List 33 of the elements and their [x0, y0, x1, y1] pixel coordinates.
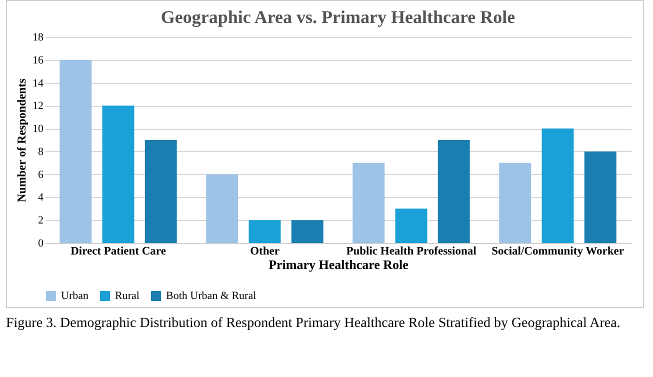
bar	[206, 174, 238, 243]
bar	[542, 128, 574, 243]
y-axis-title: Number of Respondents	[14, 78, 28, 202]
legend-label: Urban	[61, 290, 89, 302]
y-tick-label: 16	[32, 54, 44, 66]
x-tick-label: Direct Patient Care	[70, 246, 166, 258]
y-tick-label: 18	[32, 32, 44, 44]
x-tick-label: Public Health Professional	[346, 246, 476, 258]
y-tick-label: 14	[32, 77, 44, 90]
bar	[291, 220, 324, 243]
legend-label: Both Urban & Rural	[166, 290, 256, 302]
x-tick-label: Other	[250, 246, 280, 258]
legend-label: Rural	[115, 290, 140, 302]
y-tick-label: 10	[32, 123, 44, 136]
y-tick-label: 8	[38, 146, 44, 158]
y-tick-label: 12	[32, 100, 44, 112]
chart-title: Geographic Area vs. Primary Healthcare Role	[160, 7, 516, 27]
bar	[499, 162, 532, 243]
x-tick-label: Social/Community Worker	[492, 246, 624, 258]
y-tick-label: 6	[38, 168, 44, 181]
bar	[352, 162, 385, 243]
bar	[248, 220, 281, 243]
bar	[438, 140, 470, 243]
x-axis-title: Primary Healthcare Role	[268, 257, 409, 272]
bar	[584, 151, 616, 243]
y-tick-label: 4	[38, 192, 44, 204]
y-tick-label: 0	[38, 238, 44, 250]
bar	[144, 140, 177, 243]
caption: Figure 3. Demographic Distribution of Respondent Primary Healthcare Role Stratified by Geographical Area.	[6, 316, 622, 333]
bar	[60, 60, 92, 243]
bar	[395, 208, 428, 243]
bar	[102, 106, 134, 243]
y-tick-label: 2	[38, 214, 44, 227]
